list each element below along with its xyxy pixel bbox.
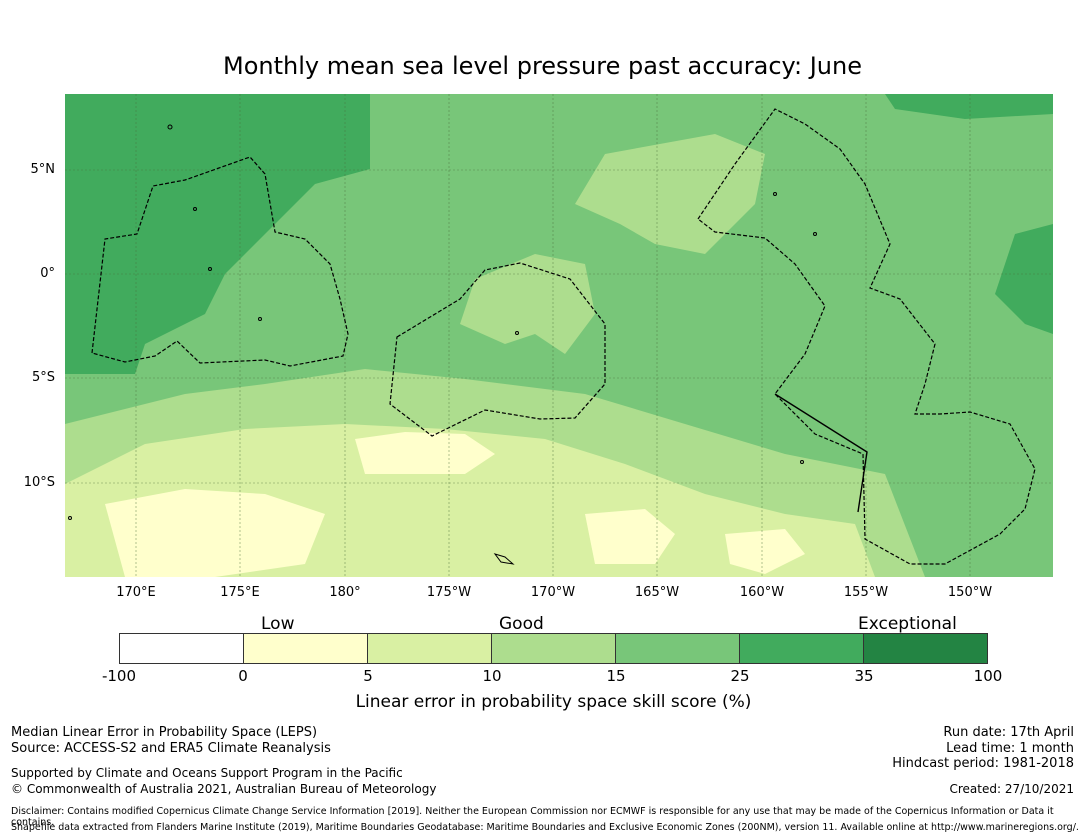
lat-label-10s: 10°S	[23, 475, 55, 490]
colorbar-segment	[492, 634, 616, 663]
colorbar-tick: 35	[854, 667, 874, 685]
lat-label-0: 0°	[40, 266, 55, 281]
disclaimer: Disclaimer: Contains modified Copernicus…	[11, 806, 1054, 828]
colorbar	[119, 633, 988, 664]
skill-region-25-35	[885, 94, 1053, 119]
lon-label-170e: 170°E	[116, 585, 156, 600]
skill-region-10-15	[460, 254, 595, 354]
hindcast-period: Hindcast period: 1981-2018	[892, 756, 1074, 771]
colorbar-tick: 15	[606, 667, 626, 685]
colorbar-label: Linear error in probability space skill …	[355, 692, 752, 712]
lon-label-170w: 170°W	[530, 585, 576, 600]
footer-leps: Median Linear Error in Probability Space…	[11, 725, 318, 740]
lat-label-5n: 5°N	[30, 162, 56, 177]
colorbar-segment	[616, 634, 740, 663]
islands	[68, 124, 817, 565]
map-title: Monthly mean sea level pressure past acc…	[222, 52, 862, 80]
lon-label-175e: 175°E	[220, 585, 260, 600]
skill-region-25-35	[995, 224, 1053, 334]
colorbar-segment	[864, 634, 987, 663]
eez-boundaries	[91, 108, 1036, 565]
lon-label-160w: 160°W	[739, 585, 785, 600]
boundary-line	[774, 393, 868, 513]
skill-region-0-5	[585, 509, 675, 564]
footer-source: Source: ACCESS-S2 and ERA5 Climate Reana…	[11, 741, 331, 756]
lat-label-5s: 5°S	[31, 370, 55, 385]
skill-map-canvas	[65, 94, 1053, 577]
skill-region-25-35	[65, 94, 370, 374]
created-date: Created: 27/10/2021	[949, 782, 1074, 796]
skill-region-0-5	[355, 432, 495, 474]
colorbar-segment	[368, 634, 492, 663]
lon-label-180: 180°	[329, 585, 361, 600]
skill-region-10-15	[575, 134, 765, 254]
colorbar-segment	[244, 634, 368, 663]
category-good: Good	[499, 614, 544, 634]
lon-label-175w: 175°W	[426, 585, 472, 600]
lon-label-155w: 155°W	[843, 585, 889, 600]
graticule	[65, 94, 1053, 577]
lead-time: Lead time: 1 month	[946, 741, 1074, 756]
category-low: Low	[261, 614, 295, 634]
lon-label-150w: 150°W	[947, 585, 993, 600]
skill-map	[65, 94, 1053, 577]
colorbar-segment	[740, 634, 864, 663]
shapefile-credit: Shapefile data extracted from Flanders M…	[11, 822, 1079, 833]
run-date: Run date: 17th April	[943, 725, 1074, 740]
skill-region-0-5	[725, 529, 805, 574]
footer-copyright: © Commonwealth of Australia 2021, Austra…	[11, 782, 437, 796]
skill-region-0-5	[105, 489, 325, 577]
footer-support: Supported by Climate and Oceans Support …	[11, 766, 403, 780]
colorbar-tick: 25	[730, 667, 750, 685]
colorbar-tick: 100	[973, 667, 1003, 685]
category-exceptional: Exceptional	[858, 614, 957, 634]
colorbar-tick: -100	[101, 667, 137, 685]
colorbar-segment	[120, 634, 244, 663]
colorbar-tick: 0	[238, 667, 248, 685]
colorbar-tick: 10	[482, 667, 502, 685]
colorbar-tick: 5	[363, 667, 373, 685]
lon-label-165w: 165°W	[634, 585, 680, 600]
